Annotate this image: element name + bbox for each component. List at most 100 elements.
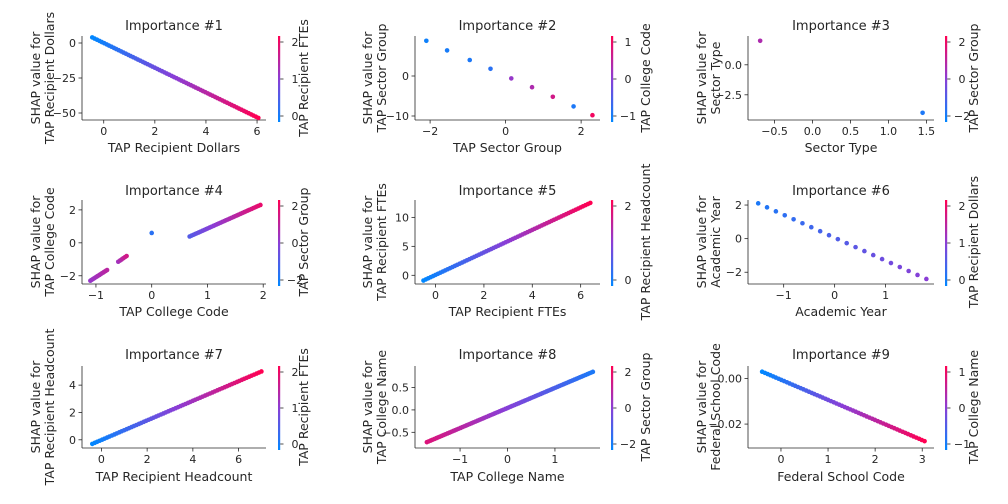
y-tick-label: −2.5 — [715, 89, 742, 102]
x-tick-label: 0 — [777, 453, 784, 466]
y-tick-label: 2 — [735, 199, 742, 212]
data-point — [906, 268, 911, 274]
data-point — [467, 57, 473, 63]
y-axis-label: TAP Recipient Dollars — [42, 12, 57, 145]
y-axis-label: Sector Type — [708, 41, 723, 114]
y-tick-label: −0.02 — [708, 418, 742, 431]
subplot-7: Importance #7 0 2 4 6 4 2 0 TAP Recipient Headco… — [28, 329, 311, 487]
x-tick-label: 0 — [98, 453, 105, 466]
y-axis-label: SHAP value for — [360, 360, 375, 454]
colorbar-tick-label: 1 — [292, 402, 299, 415]
colorbar-label: TAP Sector Group — [966, 23, 981, 133]
data-point — [800, 220, 805, 226]
data-point — [149, 230, 154, 236]
y-tick-label: 0.5 — [392, 382, 410, 395]
x-axis-label: TAP Recipient Headcount — [95, 469, 253, 484]
y-axis-label: TAP Sector Group — [374, 23, 389, 133]
colorbar-tick-label: 2 — [292, 200, 299, 213]
y-tick-label: 5 — [402, 240, 409, 253]
x-tick-label: 2 — [151, 125, 158, 138]
colorbar-tick-label: −1 — [620, 110, 636, 123]
x-tick-label: 1.0 — [880, 125, 898, 138]
data-point — [258, 202, 263, 208]
y-tick-label: −2 — [726, 266, 742, 279]
y-tick-label: 0 — [69, 237, 76, 250]
x-axis-label: Sector Type — [805, 140, 878, 155]
x-tick-label: 0 — [831, 289, 838, 302]
x-tick-label: 6 — [254, 125, 261, 138]
x-tick-label: 4 — [202, 125, 209, 138]
x-tick-label: −1 — [452, 453, 468, 466]
y-axis-label: SHAP value for — [360, 31, 375, 125]
y-axis-label: TAP Recipient Headcount — [42, 329, 57, 487]
colorbar-tick-label: −2 — [954, 110, 970, 123]
x-tick-label: 2 — [480, 289, 487, 302]
colorbar-label: TAP Sector Group — [296, 187, 311, 297]
x-tick-label: 4 — [189, 453, 196, 466]
x-axis-label: TAP Sector Group — [452, 140, 562, 155]
subplot-title: Importance #6 — [792, 184, 890, 199]
x-axis-label: TAP Recipient Dollars — [107, 140, 240, 155]
subplot-title: Importance #5 — [459, 184, 557, 199]
y-tick-label: 0 — [402, 70, 409, 83]
y-tick-label: 0.0 — [392, 404, 410, 417]
data-point — [922, 438, 927, 444]
colorbar-label: TAP College Code — [638, 23, 653, 134]
y-axis-label: Federal School Code — [708, 343, 723, 471]
colorbar-tick-label: −1 — [954, 438, 970, 451]
colorbar-label: TAP Recipient FTEs — [296, 19, 311, 138]
colorbar — [945, 36, 948, 122]
x-tick-label: 0.5 — [842, 125, 860, 138]
data-point — [757, 38, 763, 44]
y-tick-label: 0.0 — [725, 59, 743, 72]
x-tick-label: −1 — [776, 289, 792, 302]
data-point — [791, 216, 796, 222]
data-point — [773, 209, 779, 214]
colorbar-tick-label: 0 — [625, 274, 632, 287]
y-tick-label: 10 — [395, 211, 409, 224]
x-tick-label: 1 — [825, 453, 832, 466]
data-point — [870, 252, 876, 258]
data-point — [590, 112, 595, 118]
x-tick-label: 1.5 — [918, 125, 936, 138]
colorbar-tick-label: 1 — [292, 73, 299, 86]
subplot-title: Importance #8 — [459, 348, 557, 363]
colorbar-tick-label: 0 — [292, 438, 299, 451]
data-point — [124, 253, 129, 259]
subplot-title: Importance #4 — [125, 184, 223, 199]
x-tick-label: 0 — [502, 125, 509, 138]
subplot-3: Importance #3−0.5 0.0 0.5 1.0 1.50.0−2.5Sect… — [694, 19, 981, 155]
colorbar-label: TAP Recipient FTEs — [296, 348, 311, 467]
y-tick-label: −0.5 — [382, 426, 409, 439]
x-axis-label: TAP Recipient FTEs — [448, 304, 567, 319]
data-point — [924, 276, 929, 282]
colorbar-tick-label: 2 — [292, 36, 299, 49]
y-axis-label: TAP Recipient FTEs — [374, 183, 389, 302]
colorbar-tick-label: 2 — [959, 36, 966, 49]
x-tick-label: 0 — [504, 453, 511, 466]
y-tick-label: 0 — [735, 233, 742, 246]
colorbar-tick-label: 0 — [625, 73, 632, 86]
y-tick-label: −50 — [53, 107, 76, 120]
x-axis-label: Federal School Code — [777, 469, 905, 484]
data-point — [444, 48, 450, 53]
colorbar-tick-label: 0 — [959, 73, 966, 86]
colorbar-tick-label: 0 — [959, 402, 966, 415]
y-axis-label: SHAP value for — [360, 195, 375, 289]
y-tick-label: 2 — [69, 204, 76, 217]
colorbar-label: TAP College Name — [966, 350, 981, 466]
subplot-title: Importance #9 — [792, 348, 890, 363]
y-tick-label: 4 — [69, 379, 76, 392]
y-tick-label: −2 — [60, 270, 76, 283]
colorbar-tick-label: 2 — [625, 200, 632, 213]
data-point — [424, 38, 429, 44]
x-tick-label: 2 — [260, 289, 267, 302]
colorbar-tick-label: 1 — [959, 366, 966, 379]
